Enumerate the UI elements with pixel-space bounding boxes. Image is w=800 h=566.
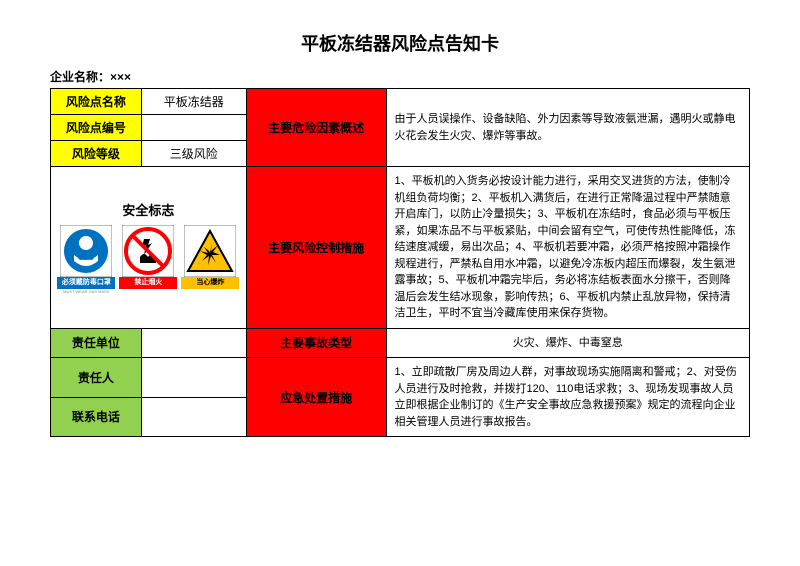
value-risk-name: 平板冻结器 xyxy=(141,89,246,115)
value-risk-level: 三级风险 xyxy=(141,141,246,167)
value-hazard-factor: 由于人员误操作、设备缺陷、外力因素等导致液氨泄漏，遇明火或静电火花会发生火灾、爆… xyxy=(386,89,750,167)
no-fire-icon xyxy=(122,225,174,277)
sign-mask-sub: MUST WEAR GAS MASK xyxy=(63,289,109,294)
value-resp-unit xyxy=(141,328,246,358)
sign-explode: 当心爆炸 xyxy=(181,225,239,294)
label-emergency: 应急处置措施 xyxy=(246,358,386,437)
value-resp-person xyxy=(141,358,246,398)
label-risk-control: 主要风险控制措施 xyxy=(246,167,386,329)
value-contact xyxy=(141,397,246,437)
label-resp-person: 责任人 xyxy=(51,358,142,398)
company-label: 企业名称： xyxy=(50,70,110,84)
label-accident-type: 主要事故类型 xyxy=(246,328,386,358)
label-risk-name: 风险点名称 xyxy=(51,89,142,115)
label-hazard-factor: 主要危险因素概述 xyxy=(246,89,386,167)
value-emergency: 1、立即疏散厂房及周边人群，对事故现场实施隔离和警戒；2、对受伤人员进行及时抢救… xyxy=(386,358,750,437)
explosion-icon xyxy=(184,225,236,277)
label-risk-level: 风险等级 xyxy=(51,141,142,167)
company-line: 企业名称：××× xyxy=(50,68,750,85)
value-risk-control: 1、平板机的入货务必按设计能力进行，采用交叉进货的方法，使制冷机组负荷均衡；2、… xyxy=(386,167,750,329)
sign-mask: 必须戴防毒口罩 MUST WEAR GAS MASK xyxy=(57,225,115,294)
label-resp-unit: 责任单位 xyxy=(51,328,142,358)
sign-fire-label: 禁止烟火 xyxy=(119,277,177,289)
sign-mask-label: 必须戴防毒口罩 xyxy=(57,277,115,289)
label-risk-code: 风险点编号 xyxy=(51,115,142,141)
mask-icon xyxy=(60,225,112,277)
value-risk-code xyxy=(141,115,246,141)
value-accident-type: 火灾、爆炸、中毒窒息 xyxy=(386,328,750,358)
label-safety-sign: 安全标志 xyxy=(55,200,242,219)
sign-explode-label: 当心爆炸 xyxy=(181,277,239,289)
sign-fire: 禁止烟火 xyxy=(119,225,177,294)
label-contact: 联系电话 xyxy=(51,397,142,437)
safety-sign-cell: 安全标志 必须戴防毒口罩 MUST WEAR GAS MASK xyxy=(51,167,247,329)
company-value: ××× xyxy=(110,70,131,84)
page-title: 平板冻结器风险点告知卡 xyxy=(50,30,750,56)
safety-signs: 必须戴防毒口罩 MUST WEAR GAS MASK 禁止烟火 xyxy=(55,225,242,294)
risk-card-table: 风险点名称 平板冻结器 主要危险因素概述 由于人员误操作、设备缺陷、外力因素等导… xyxy=(50,88,750,437)
